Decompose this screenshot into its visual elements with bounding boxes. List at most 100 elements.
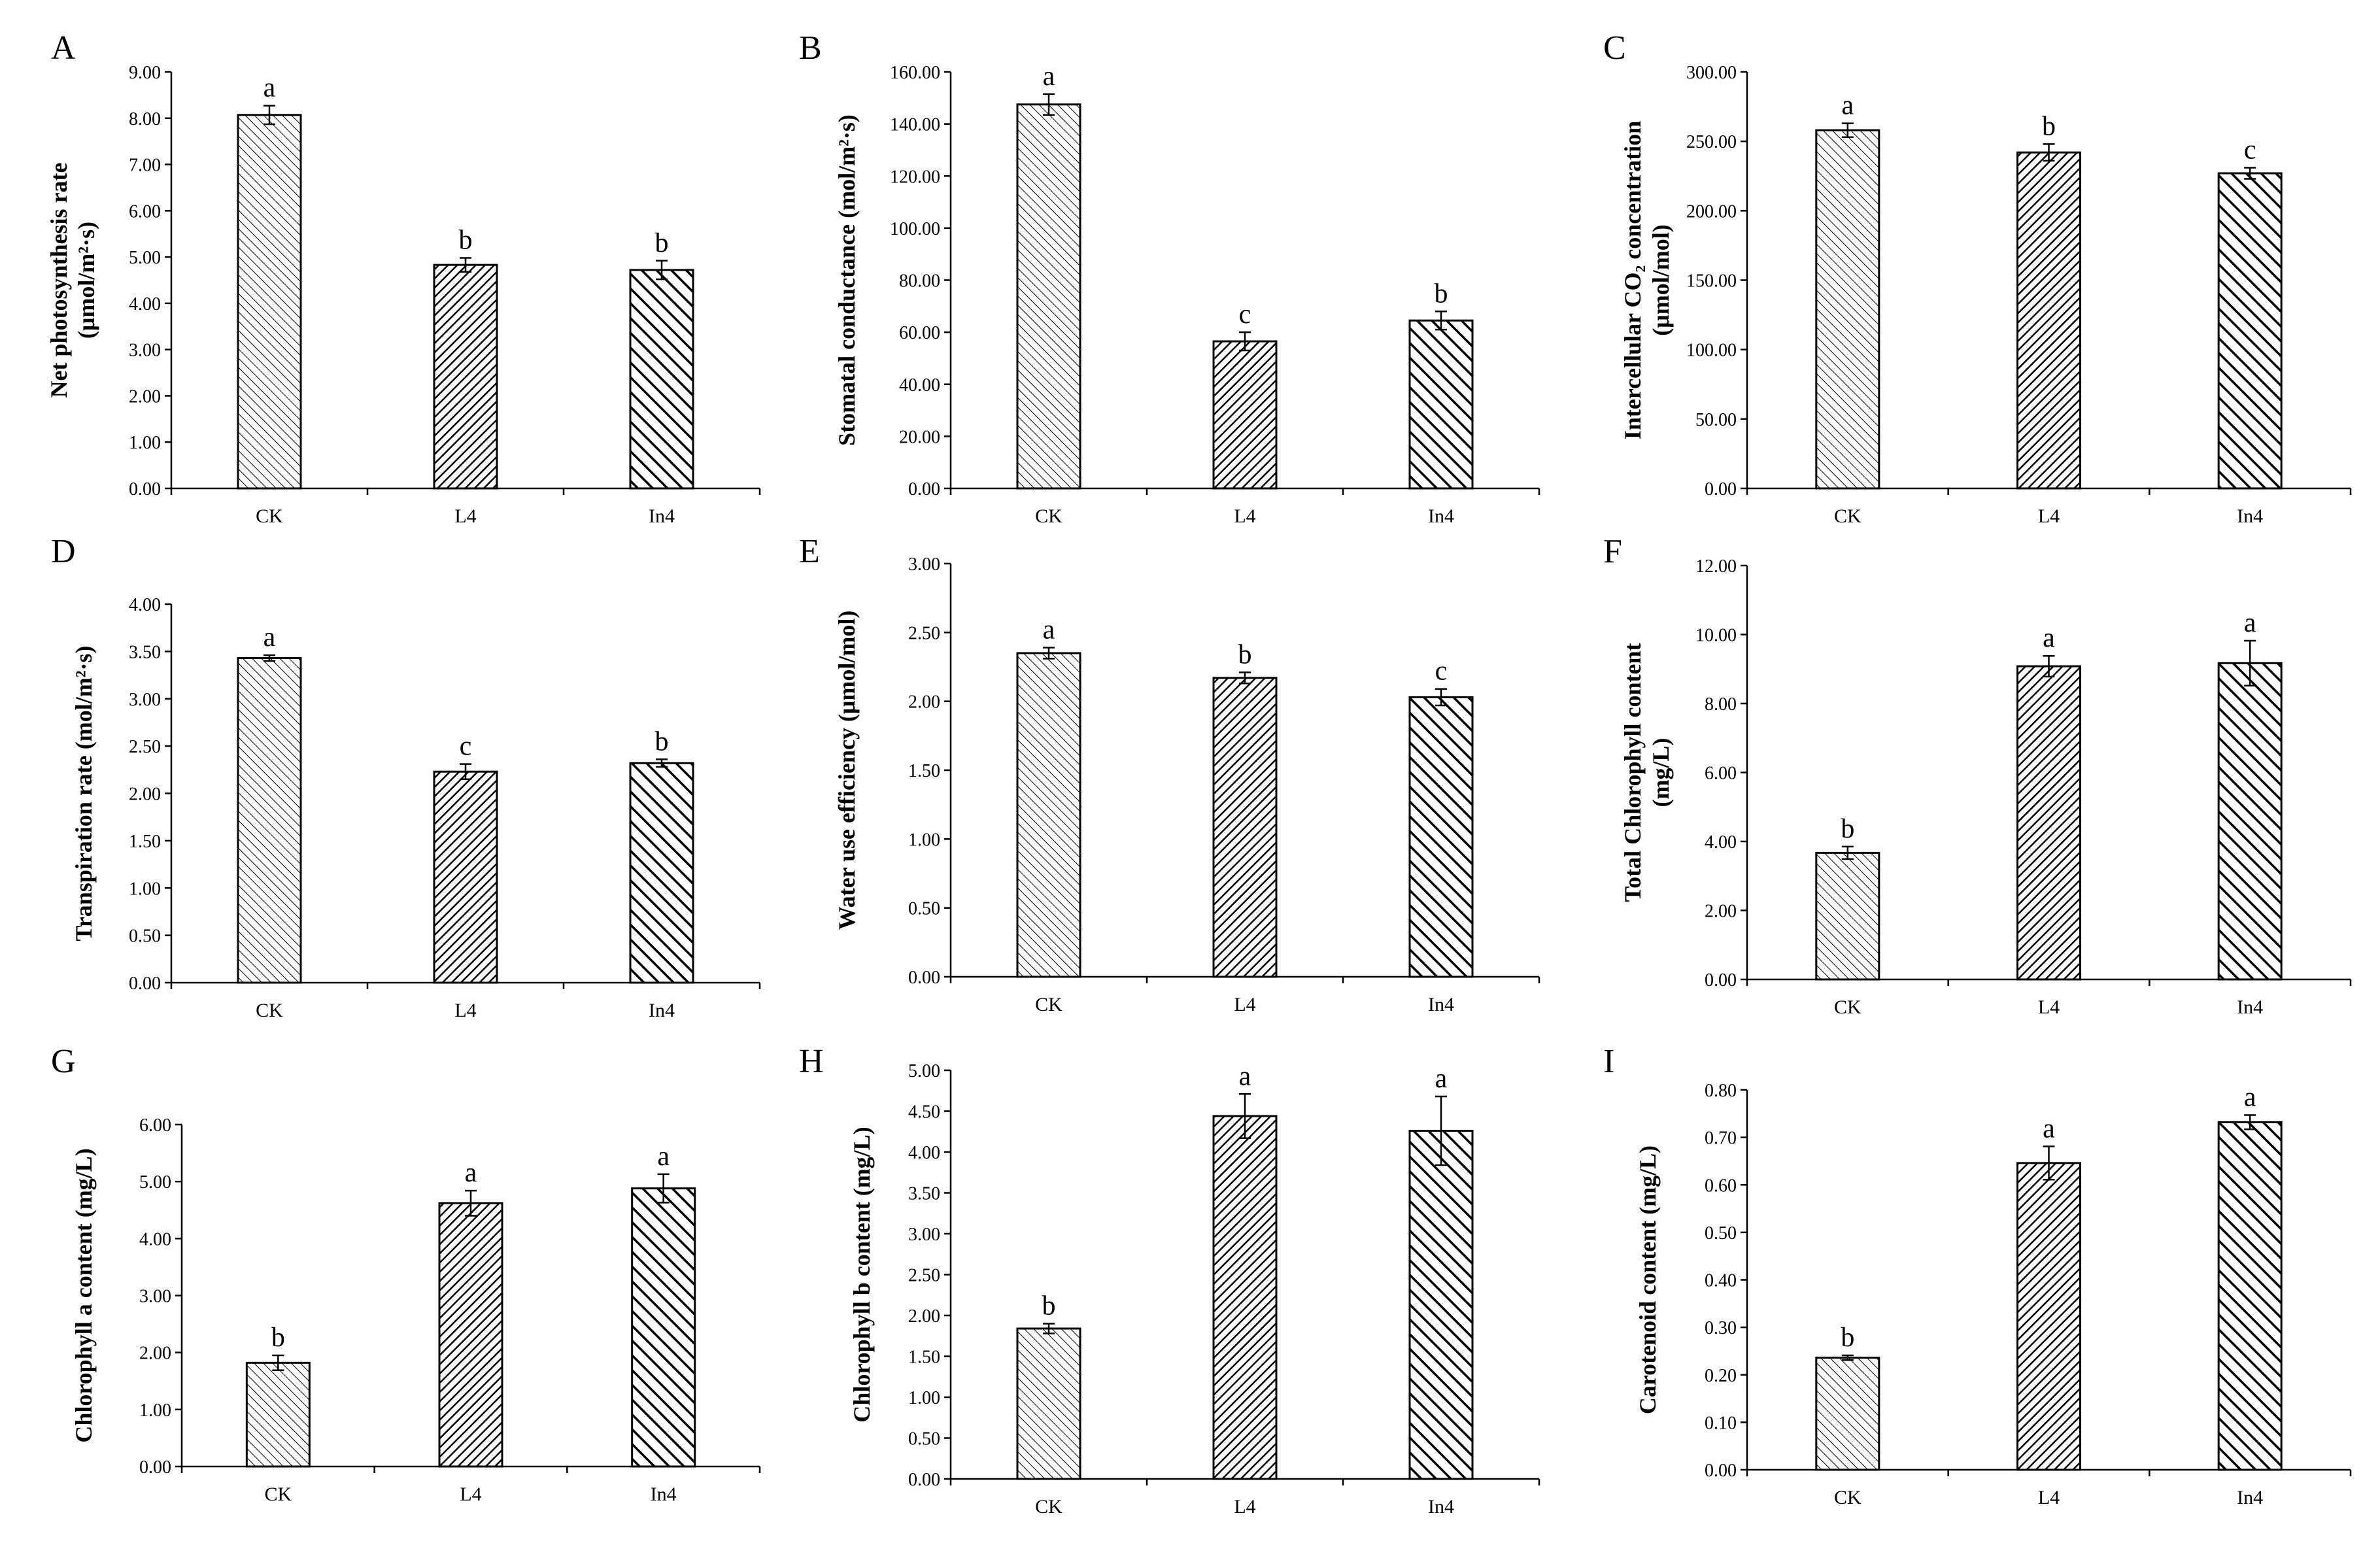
- bar-ck: [1815, 1357, 1880, 1471]
- y-tick-label: 1.50: [129, 832, 161, 852]
- significance-label: a: [264, 622, 276, 653]
- bar-ck: [1815, 851, 1880, 981]
- panel-letter: D: [51, 533, 76, 570]
- y-tick-label: 20.00: [899, 427, 940, 447]
- y-tick-label: 5.00: [129, 248, 161, 268]
- category-label: CK: [1035, 505, 1062, 527]
- y-tick-label: 0.00: [129, 479, 161, 500]
- y-tick-label: 5.00: [139, 1172, 171, 1193]
- y-axis-label: (μmol/mol): [1648, 224, 1674, 335]
- category-label: CK: [256, 505, 283, 527]
- y-tick-label: 1.00: [908, 1388, 940, 1408]
- bar-in4: [1408, 319, 1474, 490]
- y-tick-label: 0.80: [1705, 1081, 1737, 1101]
- y-axis-label: Total Chlorophyll content: [1620, 643, 1646, 902]
- category-label: CK: [1834, 996, 1862, 1018]
- bar-ck: [237, 657, 302, 984]
- y-tick-label: 0.20: [1705, 1366, 1737, 1386]
- category-label: In4: [651, 1484, 677, 1505]
- category-label: In4: [649, 505, 675, 527]
- panel-letter: B: [799, 29, 822, 67]
- y-tick-label: 0.10: [1705, 1413, 1737, 1433]
- y-tick-label: 10.00: [1695, 626, 1737, 646]
- y-tick-label: 0.50: [129, 926, 161, 947]
- y-axis-label: Intercellular CO₂ concentration: [1620, 121, 1646, 439]
- y-tick-label: 7.00: [129, 156, 161, 176]
- bar-ck: [1016, 103, 1081, 490]
- bar-in4: [631, 1187, 696, 1468]
- y-tick-label: 0.00: [908, 1470, 940, 1490]
- y-tick-label: 1.50: [908, 761, 940, 781]
- category-label: In4: [1428, 1496, 1454, 1518]
- bar-l4: [433, 263, 498, 490]
- y-tick-label: 6.00: [129, 201, 161, 222]
- y-tick-label: 4.50: [908, 1102, 940, 1123]
- chart-panel-f: F Total Chlorophyll content (mg/L) 0.00 2.00…: [1603, 533, 2352, 1018]
- y-tick-label: 50.00: [1695, 410, 1737, 430]
- y-tick-label: 2.50: [129, 737, 161, 757]
- category-label: CK: [256, 1000, 283, 1021]
- y-tick-label: 250.00: [1686, 132, 1737, 152]
- category-label: CK: [1834, 505, 1862, 527]
- significance-label: a: [2043, 1113, 2055, 1144]
- y-tick-label: 2.00: [1705, 902, 1737, 922]
- category-label: L4: [1234, 1496, 1255, 1518]
- significance-label: b: [655, 228, 669, 258]
- y-tick-label: 2.00: [139, 1344, 171, 1364]
- bar-l4: [438, 1202, 503, 1468]
- bar-l4: [1212, 340, 1278, 490]
- y-tick-label: 160.00: [890, 63, 940, 83]
- bar-l4: [433, 770, 498, 984]
- panel-letter: A: [51, 29, 76, 67]
- significance-label: a: [1043, 615, 1055, 645]
- y-tick-label: 2.00: [908, 692, 940, 713]
- significance-label: c: [2244, 135, 2256, 165]
- y-tick-label: 3.00: [908, 1225, 940, 1245]
- bar-in4: [2217, 172, 2283, 490]
- bar-in4: [2217, 1121, 2283, 1471]
- y-tick-label: 2.00: [129, 785, 161, 805]
- significance-label: b: [2042, 111, 2056, 141]
- y-tick-label: 3.50: [908, 1184, 940, 1204]
- bar-ck: [1815, 129, 1880, 490]
- significance-label: b: [1841, 1323, 1854, 1353]
- y-tick-label: 6.00: [139, 1115, 171, 1136]
- category-label: L4: [1234, 994, 1255, 1015]
- y-axis-label: Chlorophyll b content (mg/L): [849, 1127, 875, 1422]
- y-tick-label: 0.60: [1705, 1176, 1737, 1196]
- y-tick-label: 0.00: [1705, 1461, 1737, 1481]
- bar-in4: [629, 269, 694, 490]
- y-tick-label: 120.00: [890, 167, 940, 187]
- panel-letter: I: [1603, 1043, 1614, 1080]
- category-label: L4: [2038, 996, 2060, 1018]
- y-tick-label: 0.50: [1705, 1223, 1737, 1244]
- y-tick-label: 1.00: [129, 879, 161, 899]
- bar-in4: [629, 762, 694, 984]
- bar-in4: [1408, 1130, 1474, 1480]
- y-tick-label: 1.00: [129, 433, 161, 453]
- significance-label: a: [2244, 608, 2256, 638]
- significance-label: a: [1043, 61, 1055, 92]
- chart-panel-c: C Intercellular CO₂ concentration (μmol/mo…: [1603, 29, 2352, 527]
- panel-letter: F: [1603, 533, 1622, 570]
- y-tick-label: 0.00: [1705, 970, 1737, 991]
- bar-l4: [1212, 1115, 1278, 1480]
- y-tick-label: 1.00: [908, 830, 940, 850]
- significance-label: a: [657, 1142, 670, 1172]
- significance-label: b: [1841, 814, 1854, 844]
- y-axis-label: Net photosynthesis rate: [46, 162, 72, 398]
- bar-ck: [1016, 1327, 1081, 1480]
- y-tick-label: 0.30: [1705, 1318, 1737, 1338]
- y-tick-label: 3.00: [139, 1287, 171, 1307]
- y-axis-label: Water use efficiency (μmol/mol): [834, 611, 860, 930]
- significance-label: c: [1435, 656, 1448, 687]
- y-axis-label: (μmol/m²·s): [73, 222, 99, 339]
- panel-letter: H: [799, 1043, 824, 1080]
- y-tick-label: 1.00: [139, 1400, 171, 1421]
- category-label: In4: [649, 1000, 675, 1021]
- significance-label: a: [1435, 1064, 1448, 1094]
- significance-label: a: [465, 1158, 477, 1188]
- y-tick-label: 1.50: [908, 1348, 940, 1368]
- y-axis-label: Stomatal conductance (mol/m²·s): [834, 114, 860, 446]
- category-label: L4: [2038, 505, 2060, 527]
